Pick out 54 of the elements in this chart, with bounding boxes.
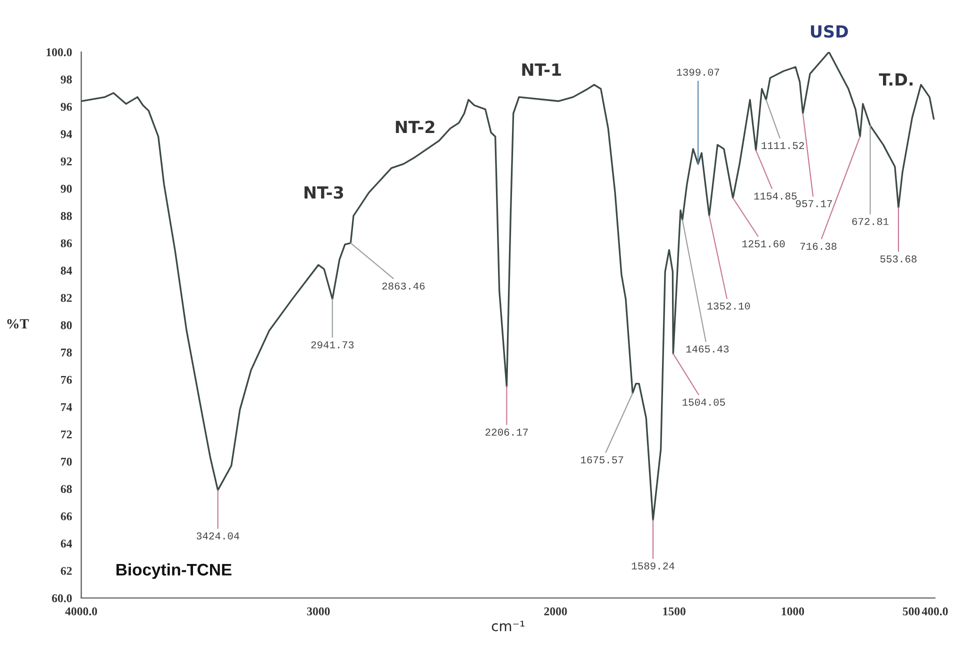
line-series (81, 52, 935, 522)
x-tick-label: 1500 (663, 607, 686, 616)
annotation: 1352.10 (708, 302, 750, 310)
annotation: NT-2 (396, 120, 434, 134)
annotation: 1589.24 (632, 562, 674, 570)
annotation: 2206.17 (486, 428, 528, 436)
annotation: 1251.60 (742, 240, 785, 248)
y-tick-label: 90 (60, 184, 72, 193)
y-tick-label: 92 (60, 157, 72, 166)
x-tick-label: 2000 (544, 607, 567, 616)
y-tick-label: 60.0 (52, 594, 72, 602)
annotation: 1504.05 (682, 398, 725, 406)
y-tick-label: 86 (60, 239, 72, 248)
annotation: NT-1 (522, 64, 561, 76)
y-tick-label: 76 (61, 376, 72, 384)
text: USD (810, 25, 848, 38)
annotation: 1154.85 (754, 192, 797, 200)
y-tick-label: 78 (61, 348, 72, 357)
x-tick-label: 400.0 (922, 607, 948, 616)
annotation: 553.68 (880, 255, 917, 262)
y-tick-label: 64 (60, 540, 72, 548)
y-tick-label: 84 (60, 266, 72, 275)
y-tick-label: 70 (61, 458, 72, 466)
x-axis-title: cm⁻¹ (492, 620, 524, 632)
annotation: 672.81 (852, 218, 888, 226)
y-tick-label: 68 (60, 485, 72, 494)
y-tick-label: 62 (60, 566, 72, 575)
annotation: 716.38 (800, 242, 836, 250)
y-tick-label: 96 (60, 102, 72, 111)
annotation: 2941.73 (311, 341, 354, 348)
y-tick-label: 88 (60, 212, 72, 220)
y-tick-label: 98 (60, 76, 72, 84)
y-tick-label: 80 (60, 321, 72, 330)
annotation: 2863.46 (382, 282, 425, 290)
annotation: Biocytin-TCNE (116, 563, 232, 579)
annotation: 3424.04 (196, 532, 240, 540)
y-tick-label: 66 (60, 512, 72, 520)
x-tick-label: 3000 (307, 607, 330, 616)
y-tick-label: 72 (61, 430, 72, 438)
annotation: 1111.52 (762, 142, 804, 150)
x-tick-label: 500 (902, 607, 920, 616)
annotation: T.D. (878, 73, 913, 86)
y-tick-label: 94 (60, 130, 72, 138)
y-tick-label: 82 (60, 294, 72, 302)
y-tick-label: 74 (61, 403, 72, 411)
annotation: 1675.57 (580, 456, 624, 464)
annotation: 1465.43 (686, 345, 729, 353)
annotation: NT-3 (304, 186, 344, 199)
annotation: 957.17 (796, 200, 832, 208)
y-axis-title: %T (7, 319, 29, 329)
x-tick-label: 4000.0 (65, 607, 98, 616)
y-tick-label: 100.0 (46, 48, 72, 56)
x-tick-label: 1000 (782, 607, 804, 616)
annotation: 1399.07 (676, 68, 720, 76)
